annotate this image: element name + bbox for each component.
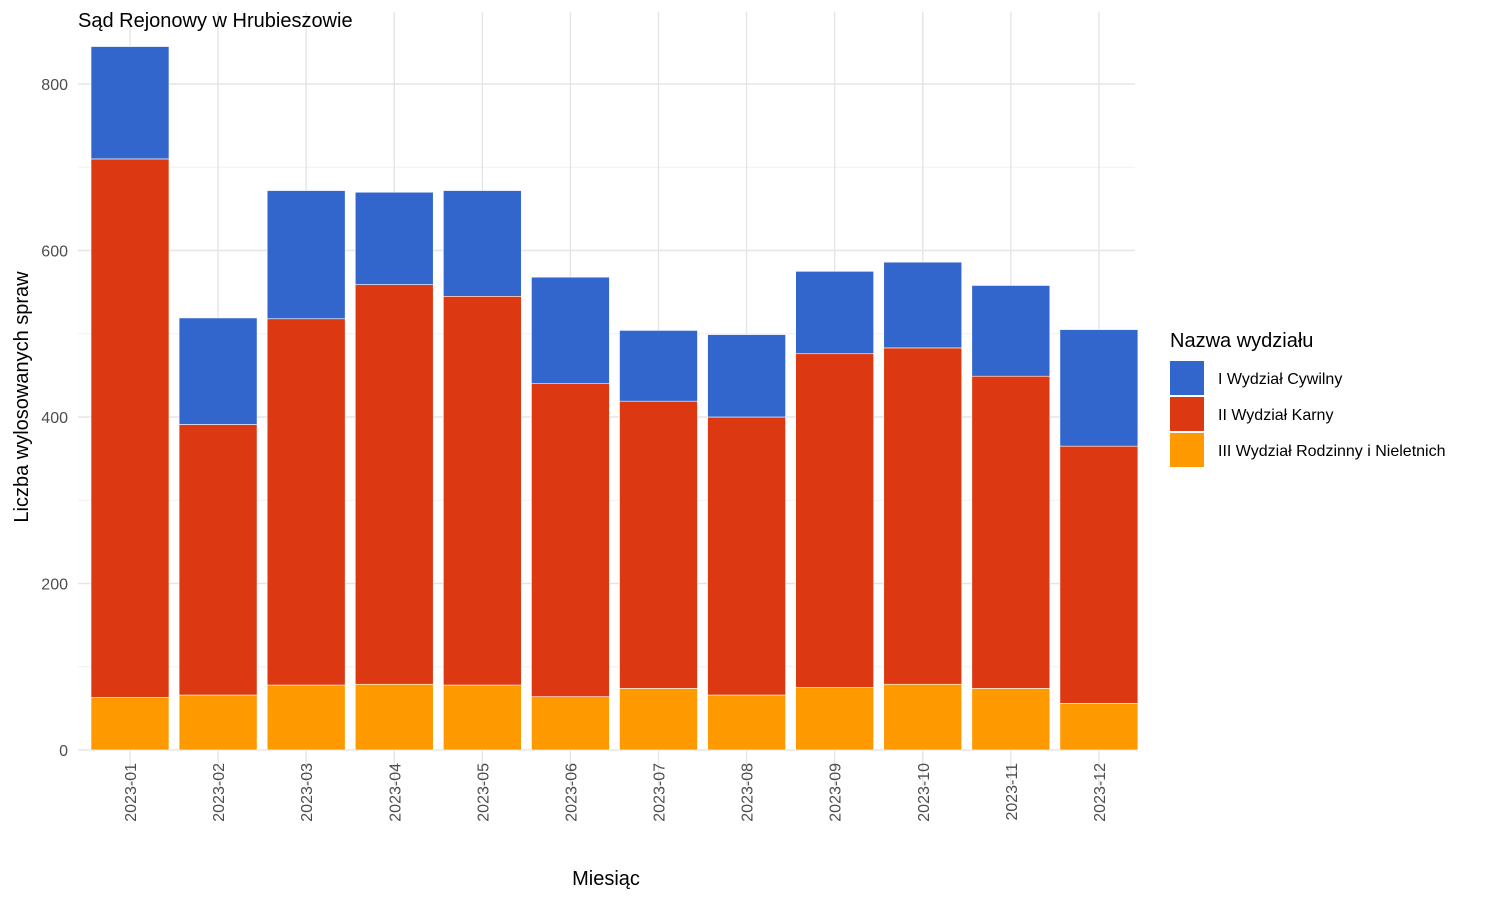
bar-segment — [266, 318, 346, 686]
legend-title: Nazwa wydziału — [1170, 330, 1313, 352]
bar-segment — [795, 687, 874, 751]
x-axis-title: Miesiąc — [572, 868, 640, 890]
bar-segment — [354, 284, 434, 685]
y-axis-title: Liczba wylosowanych spraw — [11, 271, 33, 523]
x-tick-label: 2023-09 — [828, 763, 845, 822]
x-tick-label: 2023-03 — [299, 763, 316, 822]
bar-segment — [443, 295, 522, 686]
legend: Nazwa wydziału I Wydział Cywilny II Wydzi… — [1170, 330, 1446, 467]
bar-segment — [178, 694, 258, 751]
x-tick-label: 2023-08 — [740, 763, 757, 822]
bar-segment — [883, 261, 963, 349]
bar-segment — [531, 383, 610, 698]
bar-segment — [883, 683, 963, 751]
bar-segment — [883, 347, 963, 685]
bar-segment — [619, 330, 698, 402]
x-tick-label: 2023-10 — [916, 763, 933, 822]
bar-segment — [1059, 329, 1139, 447]
bar-segment — [354, 191, 434, 285]
legend-swatch — [1170, 397, 1204, 431]
bar-segment — [795, 353, 874, 688]
bar-segment — [619, 400, 698, 689]
x-tick-label: 2023-02 — [211, 763, 228, 822]
bar-segment — [90, 46, 170, 160]
y-axis-ticks: 0 200 400 600 800 — [41, 77, 68, 760]
bar-segment — [707, 416, 786, 696]
bar-segment — [971, 375, 1051, 689]
x-tick-label: 2023-07 — [652, 763, 669, 822]
chart-title: Sąd Rejonowy w Hrubieszowie — [78, 10, 353, 32]
bar-segment — [531, 276, 610, 385]
x-tick-label: 2023-04 — [387, 763, 404, 822]
bar-segment — [531, 696, 610, 751]
bar-segment — [1059, 703, 1139, 751]
bar-segment — [971, 285, 1051, 377]
legend-label: III Wydział Rodzinny i Nieletnich — [1218, 443, 1446, 460]
legend-label: I Wydział Cywilny — [1218, 371, 1342, 388]
bar-segment — [443, 684, 522, 751]
bar-segment — [707, 334, 786, 418]
y-tick-label: 800 — [41, 77, 68, 94]
y-tick-label: 400 — [41, 410, 68, 427]
legend-label: II Wydział Karny — [1218, 407, 1333, 424]
y-tick-label: 0 — [59, 743, 68, 760]
bar-segment — [707, 694, 786, 751]
bar-segment — [266, 684, 346, 751]
x-tick-label: 2023-05 — [475, 763, 492, 822]
bar-segment — [90, 697, 170, 751]
bar-segment — [795, 271, 874, 355]
bar-segment — [178, 317, 258, 425]
legend-swatch — [1170, 433, 1204, 467]
bar-segment — [443, 190, 522, 297]
x-axis-ticks: 2023-01 2023-02 2023-03 2023-04 2023-05 2023-… — [123, 763, 1109, 822]
x-tick-label: 2023-12 — [1092, 763, 1109, 822]
bar-segment — [619, 688, 698, 751]
bar-segment — [266, 190, 346, 320]
bar-segment — [90, 158, 170, 698]
x-tick-label: 2023-06 — [563, 763, 580, 822]
y-tick-label: 200 — [41, 577, 68, 594]
bar-segment — [178, 424, 258, 696]
bar-segment — [1059, 445, 1139, 704]
x-tick-label: 2023-11 — [1004, 763, 1021, 821]
legend-swatch — [1170, 361, 1204, 395]
x-tick-label: 2023-01 — [123, 763, 140, 822]
bar-segment — [971, 688, 1051, 751]
bar-segment — [354, 683, 434, 751]
y-tick-label: 600 — [41, 244, 68, 261]
bars — [90, 46, 1139, 751]
